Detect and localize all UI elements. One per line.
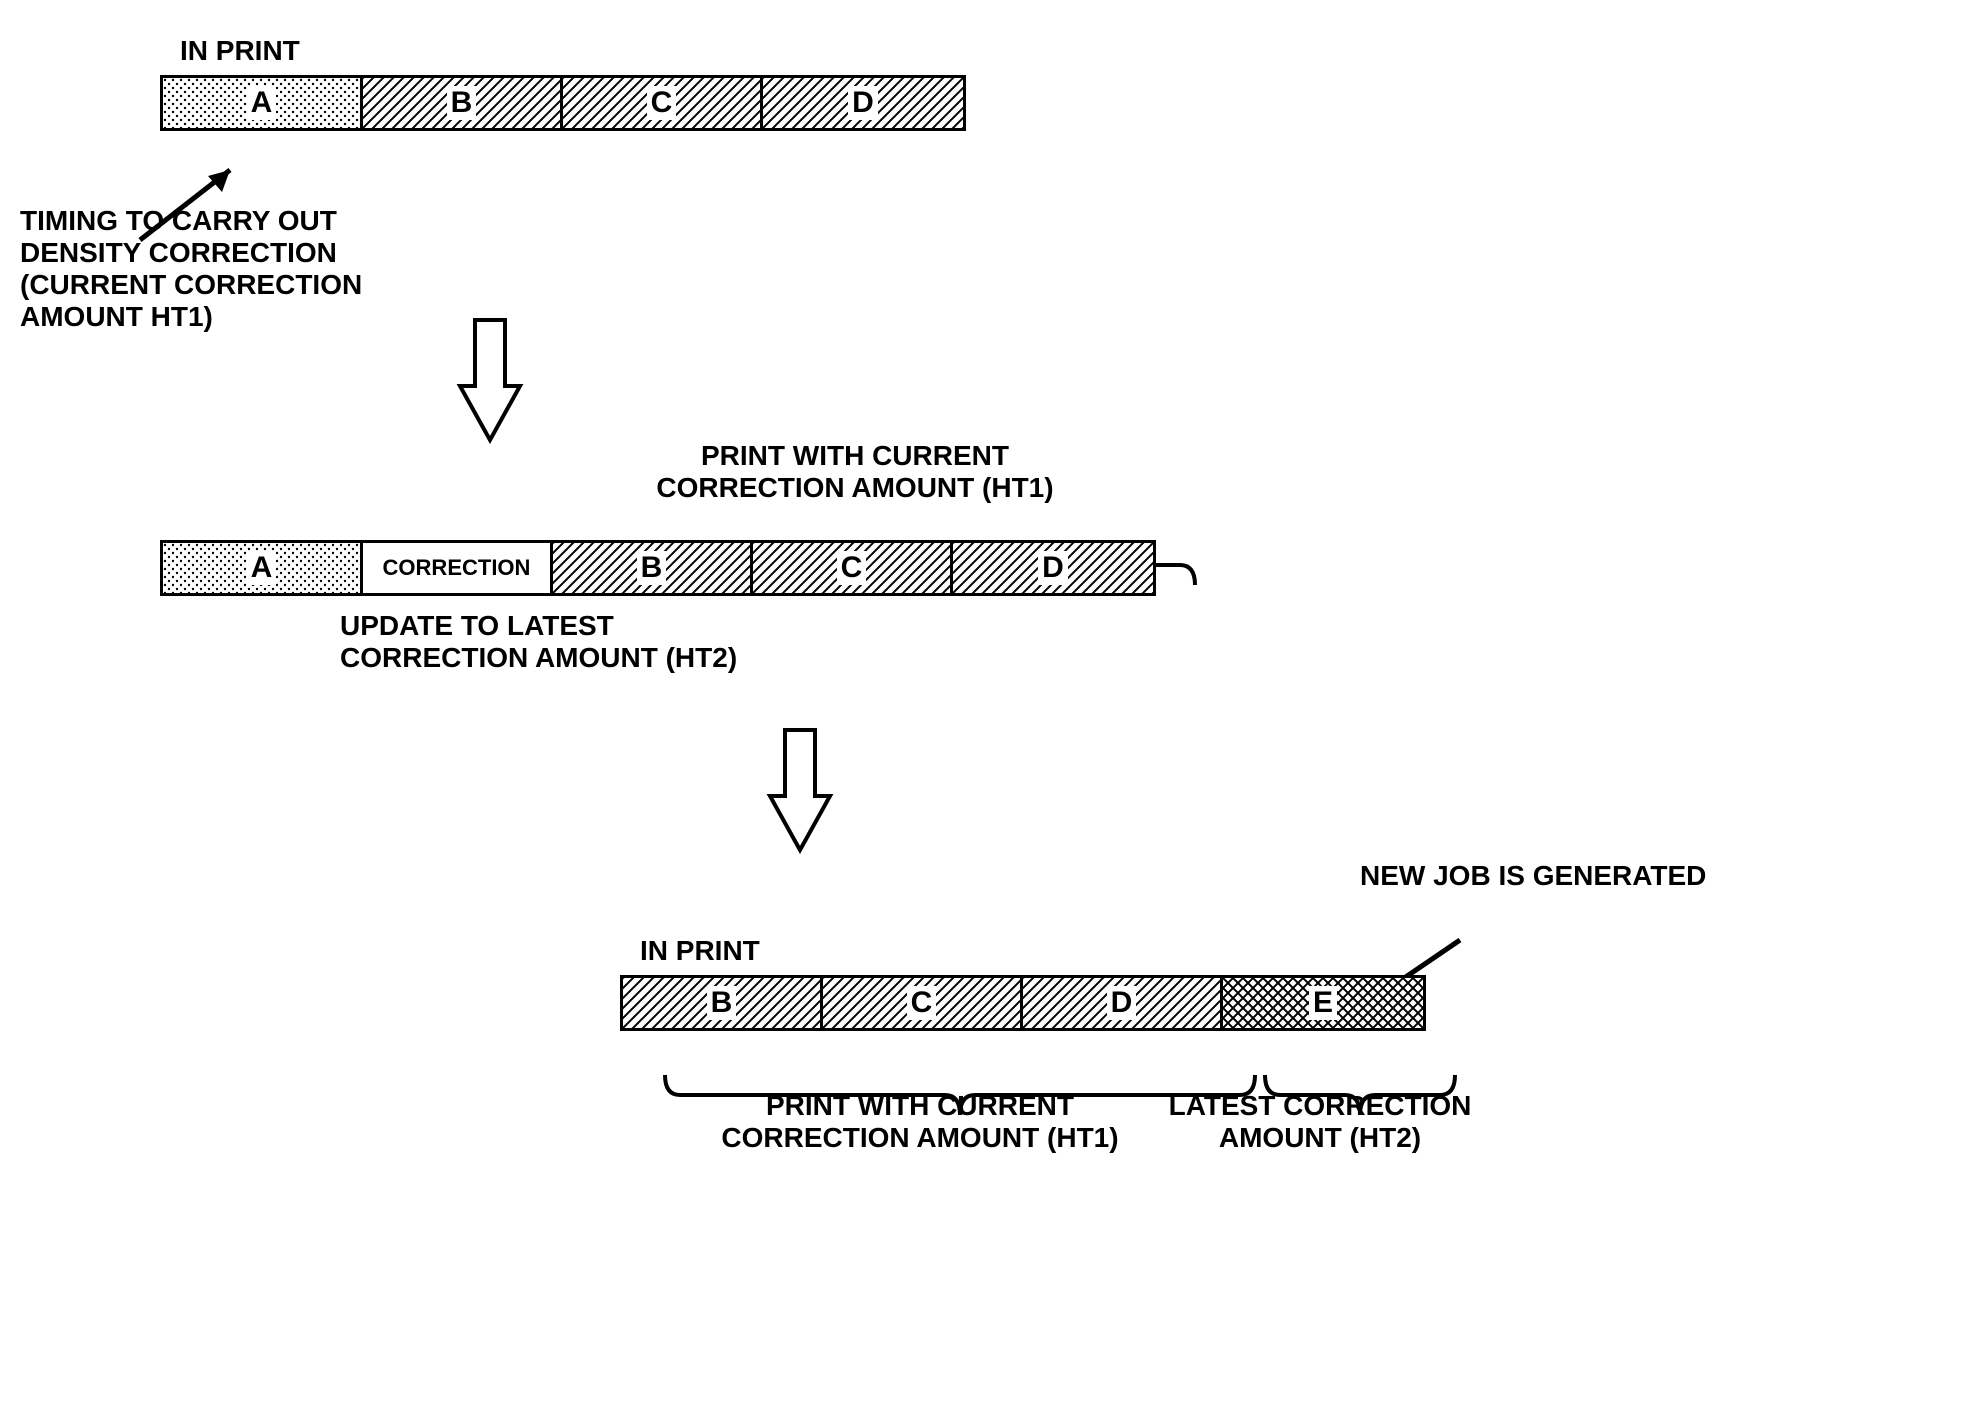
queue-cell: D [1023, 978, 1223, 1028]
cell-label: B [707, 986, 737, 1020]
stage2-below-text: UPDATE TO LATEST CORRECTION AMOUNT (HT2) [340, 610, 737, 674]
queue-cell: B [623, 978, 823, 1028]
cell-label: C [837, 551, 867, 585]
cell-label: C [907, 986, 937, 1020]
stage3-row: B C D E [620, 975, 1426, 1031]
stage2-row: A CORRECTION B C D [160, 540, 1156, 596]
cell-label: D [848, 86, 878, 120]
stage2-brace-text: PRINT WITH CURRENT CORRECTION AMOUNT (HT… [625, 440, 1085, 504]
cell-label: B [637, 551, 667, 585]
stage3-title: IN PRINT [640, 935, 760, 967]
queue-cell: C [823, 978, 1023, 1028]
cell-label: CORRECTION [379, 555, 535, 581]
queue-cell: CORRECTION [363, 543, 553, 593]
cell-label: B [447, 86, 477, 120]
stage3-brace2-text: LATEST CORRECTION AMOUNT (HT2) [1150, 1090, 1490, 1154]
stage3-pointer-text: NEW JOB IS GENERATED [1360, 860, 1706, 892]
queue-cell: C [753, 543, 953, 593]
queue-cell: A [163, 543, 363, 593]
queue-cell: E [1223, 978, 1423, 1028]
cell-label: D [1107, 986, 1137, 1020]
queue-cell: D [953, 543, 1153, 593]
queue-cell: B [363, 78, 563, 128]
down-arrow-icon [770, 730, 1070, 880]
queue-cell: D [763, 78, 963, 128]
queue-cell: C [563, 78, 763, 128]
cell-label: E [1309, 986, 1337, 1020]
stage1-row: A B C D [160, 75, 966, 131]
queue-cell: A [163, 78, 363, 128]
queue-cell: B [553, 543, 753, 593]
cell-label: A [247, 86, 277, 120]
cell-label: C [647, 86, 677, 120]
stage1-pointer-text: TIMING TO CARRY OUT DENSITY CORRECTION (… [20, 205, 362, 333]
cell-label: D [1038, 551, 1068, 585]
stage3-brace1-text: PRINT WITH CURRENT CORRECTION AMOUNT (HT… [680, 1090, 1160, 1154]
cell-label: A [247, 551, 277, 585]
